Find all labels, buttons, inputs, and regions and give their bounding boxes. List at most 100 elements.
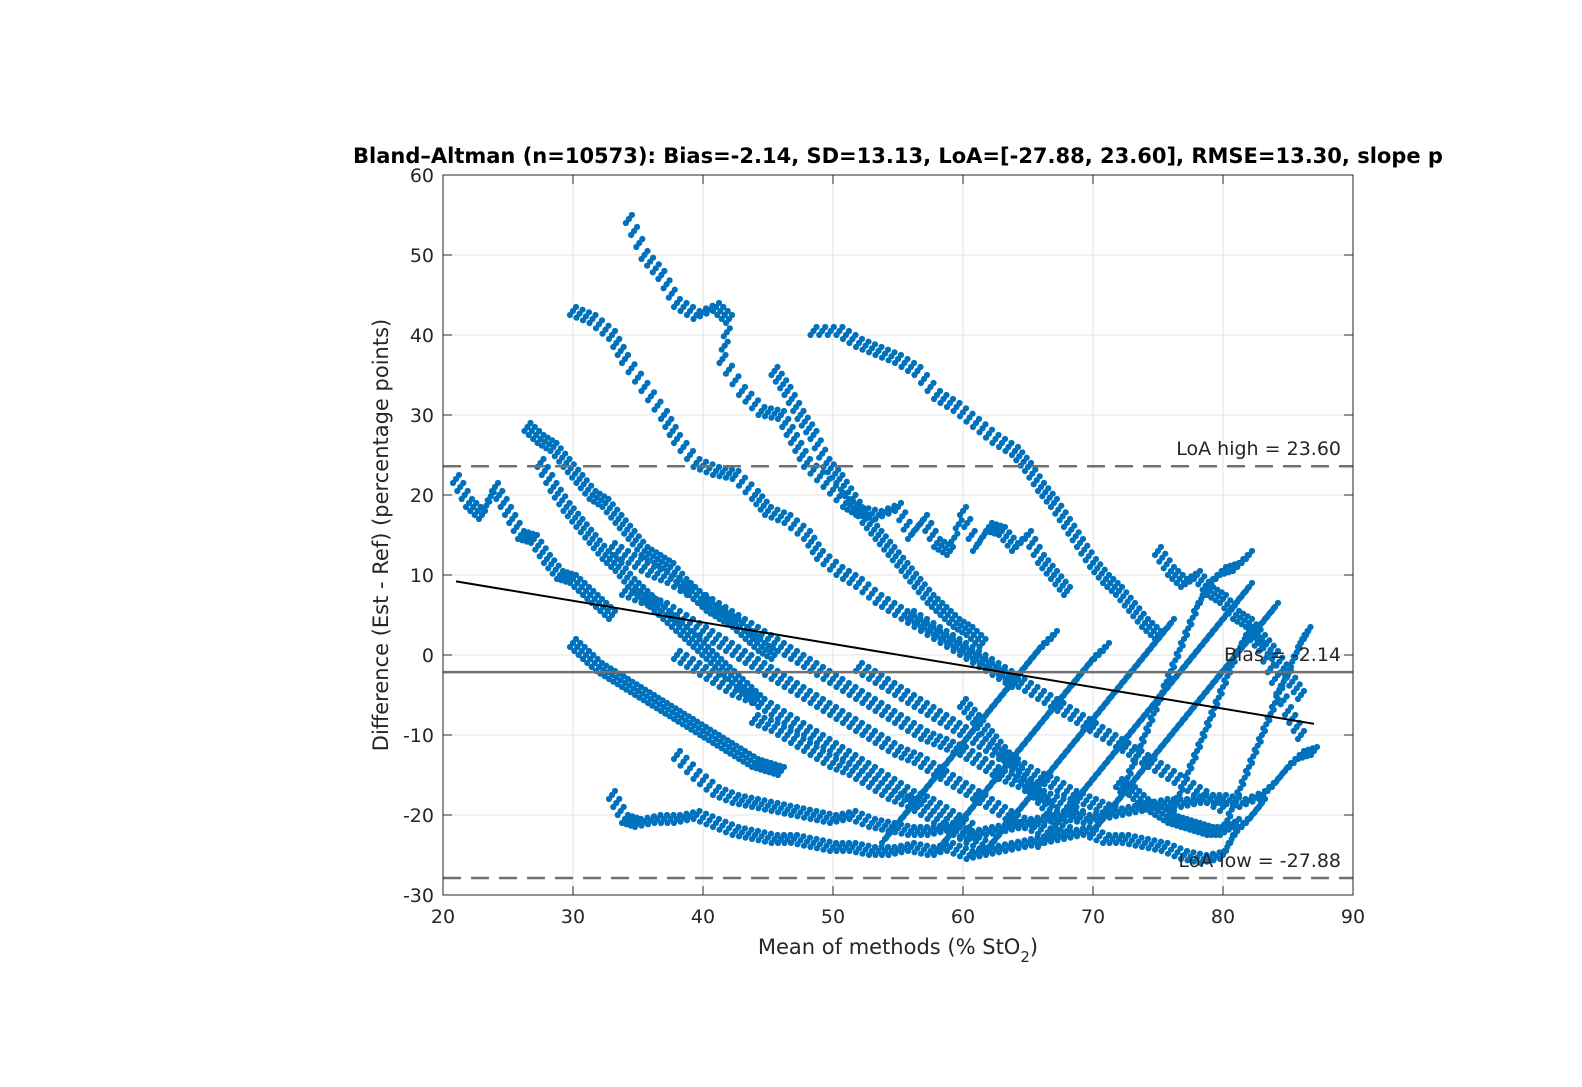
data-point: [683, 651, 690, 659]
data-point: [826, 751, 833, 759]
data-point: [728, 679, 736, 687]
data-point: [871, 843, 879, 851]
data-point: [832, 739, 840, 747]
data-point: [936, 623, 944, 631]
data-point: [1270, 642, 1277, 649]
data-point: [579, 306, 586, 313]
data-point: [1131, 783, 1139, 791]
data-point: [566, 499, 573, 507]
data-point: [1014, 759, 1022, 767]
data-point: [813, 691, 820, 699]
data-point: [709, 813, 716, 820]
data-point: [793, 517, 801, 524]
data-point: [1248, 615, 1256, 623]
data-point: [839, 675, 846, 683]
data-point: [598, 595, 606, 603]
data-point: [1032, 781, 1039, 788]
data-point: [1086, 793, 1093, 800]
data-point: [761, 797, 768, 804]
data-point: [622, 517, 629, 524]
data-point: [1079, 711, 1087, 719]
y-tick-label: 20: [410, 485, 434, 507]
data-point: [1036, 473, 1043, 480]
data-point: [858, 659, 866, 667]
data-point: [1099, 829, 1106, 836]
data-point: [1127, 594, 1134, 601]
data-point: [900, 554, 907, 561]
data-point: [865, 581, 872, 588]
data-point: [975, 647, 983, 655]
data-point: [865, 771, 872, 779]
data-point: [939, 599, 946, 607]
data-point: [878, 767, 885, 775]
data-point: [930, 591, 937, 599]
data-point: [1027, 775, 1035, 783]
data-point: [988, 655, 996, 663]
data-point: [791, 391, 798, 399]
data-point: [774, 406, 781, 413]
data-point: [949, 715, 957, 723]
data-point: [839, 471, 846, 479]
data-point: [1099, 798, 1106, 805]
data-point: [1079, 535, 1087, 543]
data-point: [631, 586, 638, 593]
y-tick-label: 30: [410, 405, 434, 427]
data-point: [780, 671, 788, 679]
data-point: [1053, 793, 1061, 800]
data-point: [819, 837, 827, 844]
data-point: [609, 501, 616, 508]
data-point: [908, 565, 915, 572]
data-point: [800, 651, 807, 659]
data-point: [869, 517, 876, 524]
data-point: [891, 349, 898, 356]
data-point: [1032, 535, 1039, 543]
data-point: [635, 579, 642, 587]
data-point: [611, 607, 619, 615]
data-point: [858, 719, 866, 727]
data-point: [962, 827, 970, 835]
data-point: [627, 522, 634, 529]
data-point: [728, 362, 736, 369]
data-point: [845, 839, 853, 847]
data-point: [1196, 850, 1204, 857]
data-point: [923, 615, 931, 623]
data-point: [819, 809, 827, 816]
data-point: [1027, 527, 1035, 535]
y-tick-label: 10: [410, 565, 434, 587]
data-point: [754, 655, 762, 663]
data-point: [1001, 435, 1009, 443]
data-point: [735, 683, 742, 691]
data-point: [1253, 621, 1260, 628]
data-point: [936, 799, 944, 807]
data-point: [644, 591, 651, 599]
data-point: [1279, 654, 1286, 661]
data-point: [878, 817, 885, 824]
data-point: [1079, 807, 1087, 815]
data-point: [715, 783, 723, 791]
data-point: [891, 787, 898, 795]
data-point: [1047, 691, 1054, 699]
data-point: [1034, 819, 1041, 827]
data-point: [813, 659, 820, 667]
data-point: [806, 739, 814, 747]
data-point: [793, 831, 801, 839]
data-point: [1023, 770, 1030, 777]
data-point: [852, 751, 859, 759]
data-point: [1066, 783, 1074, 791]
data-point: [1157, 838, 1165, 845]
data-point: [1125, 831, 1132, 839]
data-point: [787, 831, 794, 839]
data-point: [995, 763, 1002, 771]
data-point: [507, 503, 515, 511]
data-point: [666, 277, 673, 284]
data-point: [874, 522, 881, 529]
data-point: [611, 787, 619, 795]
data-point: [1114, 579, 1121, 587]
data-point: [826, 553, 833, 560]
data-point: [611, 327, 619, 335]
data-point: [761, 659, 768, 667]
data-point: [724, 307, 731, 315]
data-point: [655, 261, 662, 268]
data-point: [806, 455, 814, 463]
data-point: [728, 466, 736, 473]
